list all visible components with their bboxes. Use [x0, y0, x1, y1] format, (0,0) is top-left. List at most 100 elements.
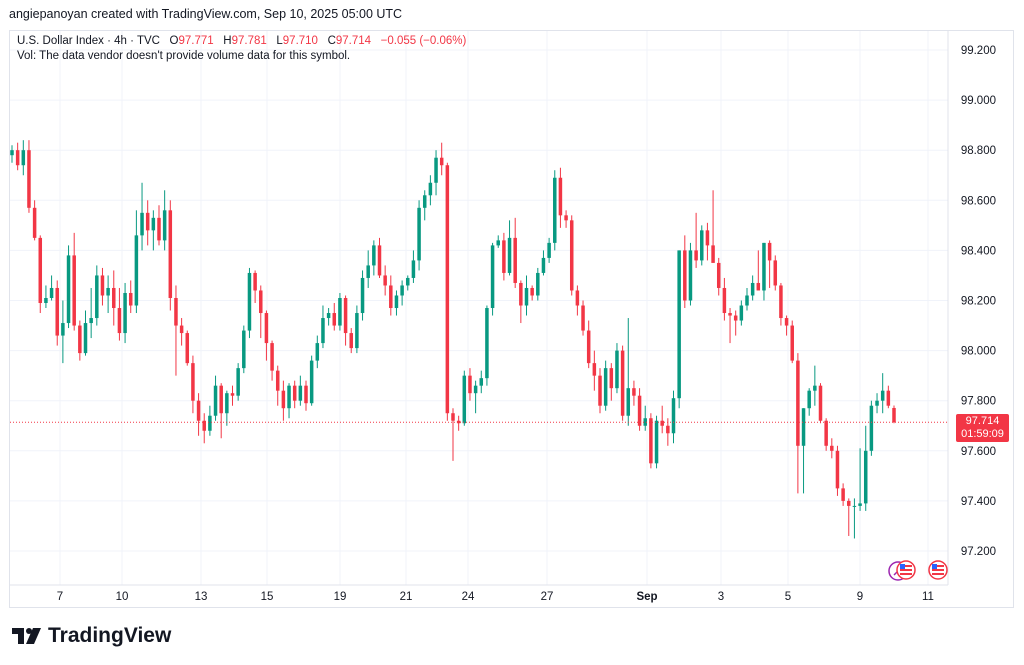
- y-tick-label: 98.400: [961, 245, 996, 257]
- candle-body: [496, 240, 500, 246]
- symbol-label[interactable]: U.S. Dollar Index · 4h · TVC: [17, 35, 160, 47]
- x-tick-label: 3: [718, 591, 724, 603]
- candle-body: [38, 237, 43, 304]
- candle: [813, 365, 817, 406]
- candle: [389, 275, 393, 316]
- candle-body: [151, 217, 156, 231]
- candle-body: [733, 315, 738, 321]
- logo-text: TradingView: [48, 624, 172, 647]
- economic-event-flag-icon[interactable]: [928, 560, 948, 580]
- candle-body: [485, 308, 489, 379]
- candle-body: [411, 260, 416, 278]
- candle-body: [519, 282, 523, 306]
- bar-countdown: 01:59:09: [961, 428, 1004, 440]
- candle: [796, 353, 800, 494]
- candle-body: [168, 210, 173, 298]
- candle: [383, 265, 387, 296]
- x-tick-label: 19: [334, 591, 347, 603]
- candle-body: [89, 318, 93, 324]
- candle-body: [366, 265, 370, 278]
- change-value: −0.055 (−0.06%): [380, 35, 467, 47]
- candle-body: [377, 245, 382, 276]
- candle-body: [95, 275, 99, 319]
- candle-body: [626, 388, 631, 416]
- candle-body: [796, 360, 800, 446]
- candle-body: [671, 398, 676, 434]
- candle-body: [292, 385, 297, 401]
- candle: [558, 167, 563, 228]
- candle: [275, 365, 280, 406]
- candle-body: [524, 287, 529, 306]
- candle: [875, 393, 879, 414]
- candle-body: [767, 242, 772, 261]
- candle: [671, 390, 676, 444]
- y-tick-label: 98.200: [961, 296, 996, 308]
- candle: [513, 217, 517, 288]
- candle: [213, 375, 218, 421]
- x-tick-label: 7: [57, 591, 63, 603]
- candle: [519, 280, 523, 324]
- candle-body: [83, 323, 88, 354]
- candle: [434, 150, 438, 196]
- candle: [298, 375, 303, 406]
- y-tick-label: 97.400: [961, 496, 996, 508]
- candle: [38, 235, 43, 314]
- candle-body: [892, 407, 896, 423]
- candle: [151, 210, 156, 251]
- candle: [219, 383, 223, 439]
- candle-body: [637, 395, 642, 426]
- candle-body: [247, 272, 252, 331]
- candle: [315, 335, 320, 369]
- candle: [801, 408, 806, 494]
- candle: [750, 275, 755, 301]
- candle-body: [219, 385, 223, 414]
- x-tick-label: 27: [541, 591, 554, 603]
- candle-body: [61, 323, 65, 336]
- candle: [666, 418, 670, 446]
- candle-body: [660, 420, 664, 426]
- candle: [451, 408, 455, 461]
- x-tick-label: 13: [195, 591, 208, 603]
- candle-body: [343, 297, 348, 334]
- tradingview-logo[interactable]: TradingView: [12, 624, 171, 648]
- candle: [858, 448, 862, 511]
- candle: [456, 415, 461, 431]
- last-price-value: 97.714: [965, 415, 1000, 427]
- candle: [406, 275, 410, 291]
- chart-frame: [9, 30, 1014, 608]
- candle-body: [603, 368, 608, 406]
- candle: [479, 370, 484, 394]
- candle-body: [264, 313, 269, 344]
- candle: [569, 215, 574, 296]
- candle: [100, 267, 105, 306]
- candle: [632, 380, 636, 406]
- candle: [140, 182, 144, 251]
- candle: [326, 308, 331, 326]
- candle-body: [615, 350, 619, 389]
- candle: [524, 275, 529, 316]
- candle: [445, 162, 450, 421]
- candle-body: [208, 415, 212, 431]
- candle-body: [700, 230, 704, 261]
- candle-body: [140, 212, 144, 236]
- economic-event-flag-icon[interactable]: [896, 560, 916, 580]
- candle: [762, 242, 766, 301]
- candle-body: [428, 182, 433, 196]
- candle-body: [15, 150, 20, 166]
- candle-body: [145, 212, 150, 231]
- x-tick-label: 15: [261, 591, 274, 603]
- y-tick-label: 98.000: [961, 346, 996, 358]
- candle: [728, 308, 732, 344]
- candle-body: [439, 157, 444, 166]
- candle: [637, 388, 642, 431]
- candle: [21, 140, 26, 176]
- candle: [343, 295, 348, 346]
- candle-body: [869, 405, 874, 451]
- candle-body: [818, 385, 823, 421]
- candle: [722, 277, 727, 321]
- candle: [654, 415, 659, 469]
- candle: [225, 390, 229, 426]
- candle: [790, 320, 794, 364]
- candle-body: [123, 292, 127, 334]
